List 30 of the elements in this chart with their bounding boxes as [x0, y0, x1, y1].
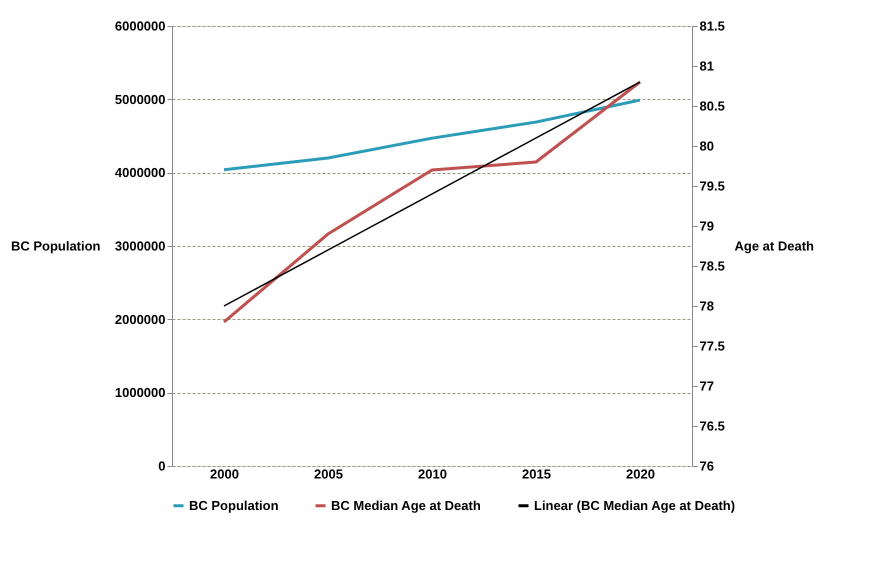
y2-tick-label: 79 [700, 218, 714, 234]
y2-tick-label: 81.5 [700, 18, 725, 34]
y-tick-label: 3000000 [114, 238, 166, 254]
y-tick-label: 2000000 [114, 312, 166, 327]
y-tick-label: 5000000 [114, 92, 166, 107]
y2-tick-label: 81 [700, 58, 714, 74]
y2-tick-label: 77 [700, 378, 714, 394]
y-tick-label: 0 [158, 458, 166, 474]
y-tick-label: 6000000 [114, 18, 166, 34]
y-tick-label: 1000000 [114, 385, 166, 400]
y2-axis-title: Age at Death [734, 238, 814, 254]
x-tick-label: 2005 [314, 466, 343, 482]
x-tick-label: 2010 [418, 466, 447, 482]
legend-label: BC Median Age at Death [331, 498, 481, 513]
x-tick-label: 2015 [522, 466, 551, 482]
y2-tick-label: 80 [700, 138, 714, 154]
y2-tick-label: 77.5 [700, 338, 725, 354]
x-tick-label: 2020 [626, 466, 655, 482]
y2-tick-label: 78.5 [700, 258, 725, 274]
y2-tick-label: 76 [700, 458, 714, 474]
legend-label: BC Population [189, 498, 279, 513]
x-tick-label: 2000 [210, 466, 239, 482]
y2-tick-label: 80.5 [700, 98, 725, 114]
y2-tick-label: 78 [700, 298, 714, 314]
legend-label: Linear (BC Median Age at Death) [534, 498, 736, 513]
y2-tick-label: 79.5 [700, 178, 725, 194]
y-axis-title: BC Population [10, 238, 101, 254]
y2-tick-label: 76.5 [700, 418, 725, 434]
y-tick-label: 4000000 [114, 165, 166, 180]
line-series [222, 98, 642, 172]
